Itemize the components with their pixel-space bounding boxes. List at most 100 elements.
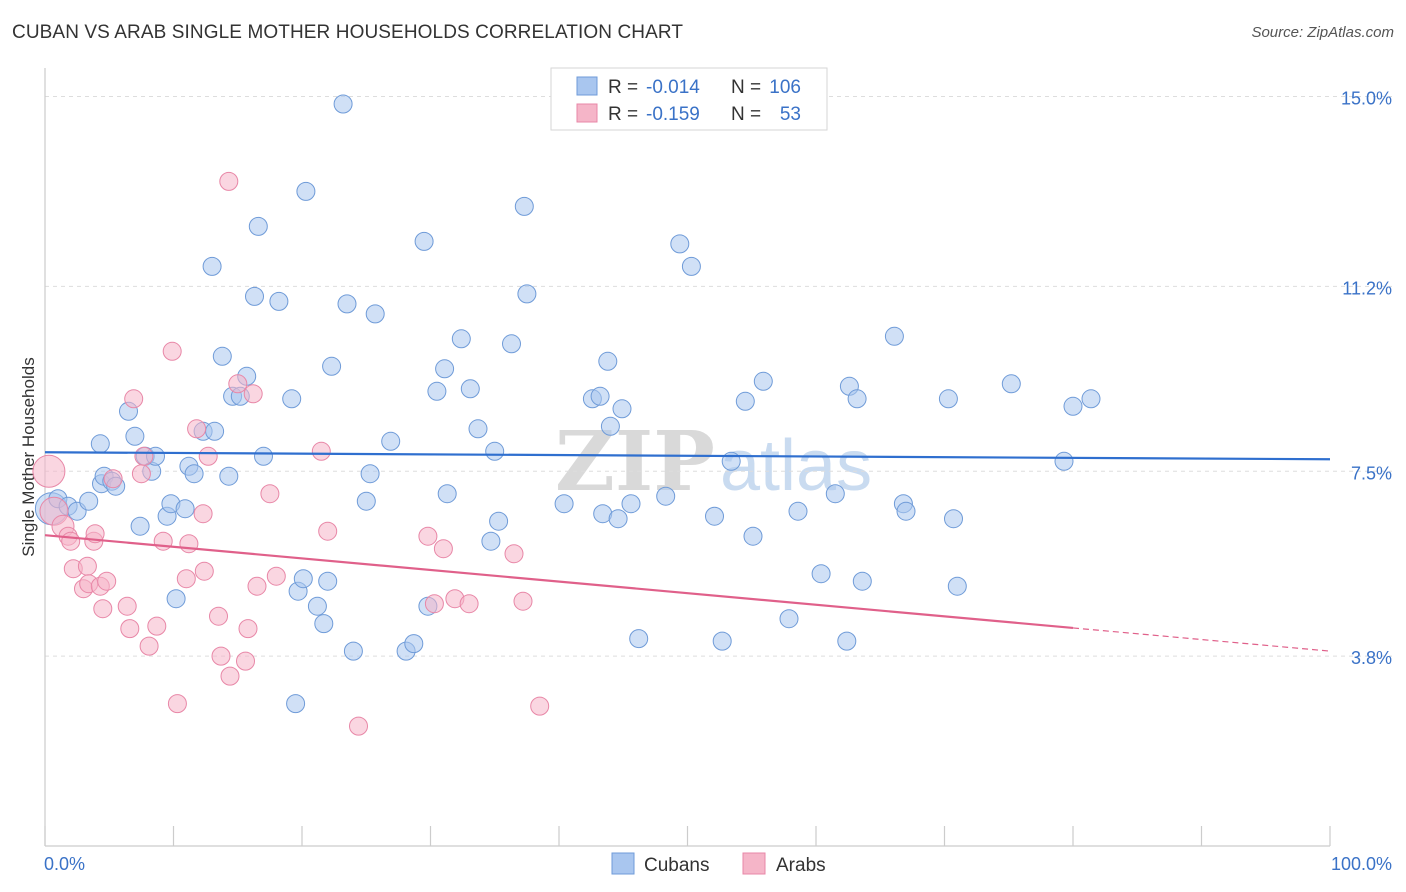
point-cubans [219,466,239,486]
point-cubans [314,614,334,634]
point-cubans [322,356,342,376]
trend-line-extension-arabs [1072,627,1331,652]
point-cubans [1001,374,1021,394]
point-arabs [134,446,154,466]
point-cubans [460,379,480,399]
point-arabs [187,419,207,439]
point-arabs [85,524,105,544]
point-cubans [1054,451,1074,471]
point-cubans [337,294,357,314]
point-cubans [356,491,376,511]
legend-n-value-arabs: 53 [780,104,801,125]
point-cubans [451,329,471,349]
point-arabs [139,636,159,656]
point-cubans [282,389,302,409]
point-cubans [743,526,763,546]
chart-title: CUBAN VS ARAB SINGLE MOTHER HOUSEHOLDS C… [12,22,684,43]
point-cubans [307,596,327,616]
point-cubans [489,511,509,531]
point-arabs [266,566,286,586]
point-arabs [176,569,196,589]
point-arabs [236,651,255,671]
point-arabs [167,694,187,714]
point-arabs [433,539,453,559]
point-cubans [254,446,273,466]
point-arabs [193,504,213,524]
point-arabs [238,619,258,639]
x-tick-label-max: 100.0% [1331,854,1392,874]
point-cubans [590,386,610,406]
point-arabs [311,441,331,461]
point-cubans [360,464,380,484]
point-cubans [670,234,690,254]
point-cubans [343,641,363,661]
bottom-legend-label-cubans: Cubans [644,855,710,876]
point-cubans [896,501,916,521]
point-arabs [318,521,338,541]
point-cubans [212,346,232,366]
stats-legend: R = -0.014 N = 106 R = -0.159 N = 53 [550,67,828,131]
legend-r-label-arabs: R = [608,104,638,125]
point-arabs [93,599,113,619]
point-arabs [103,469,123,489]
legend-r-value-cubans: -0.014 [646,77,700,98]
trend-line-arabs [44,534,1074,630]
point-cubans [381,431,401,451]
point-cubans [705,506,724,526]
point-arabs [247,576,267,596]
point-arabs [198,446,218,466]
watermark-zip: ZIP [555,414,715,510]
point-cubans [884,326,904,346]
point-cubans [1063,396,1083,416]
point-cubans [554,494,574,514]
y-axis-title: Single Mother Households [19,357,38,556]
legend-n-value-cubans: 106 [769,77,801,98]
point-cubans [612,399,632,419]
legend-swatch-cubans [576,76,598,96]
point-arabs [32,454,66,488]
legend-r-value-arabs: -0.159 [646,104,700,125]
legend-r-label-cubans: R = [608,77,638,98]
point-arabs [530,696,550,716]
point-cubans [514,196,534,216]
point-cubans [600,416,620,436]
point-cubans [286,694,306,714]
point-cubans [435,359,455,379]
point-cubans [437,484,457,504]
point-arabs [211,646,231,666]
point-cubans [166,589,186,609]
point-cubans [1081,389,1101,409]
bottom-legend-label-arabs: Arabs [776,855,826,876]
point-arabs [418,526,438,546]
point-arabs [228,374,248,394]
point-cubans [502,334,521,354]
point-arabs [260,484,280,504]
point-cubans [847,389,867,409]
point-cubans [811,564,831,584]
point-cubans [333,94,353,114]
point-cubans [245,286,264,306]
point-cubans [184,464,204,484]
point-arabs [220,666,240,686]
point-cubans [205,421,225,441]
point-arabs [349,716,368,736]
point-cubans [753,371,773,391]
point-cubans [365,304,385,324]
point-cubans [427,381,447,401]
point-cubans [788,501,808,521]
point-cubans [79,491,99,511]
point-cubans [938,389,958,409]
legend-swatch-arabs [576,103,598,123]
point-arabs [424,594,444,614]
point-cubans [825,484,845,504]
point-cubans [517,284,537,304]
y-tick-label: 7.5% [1351,463,1392,483]
point-cubans [202,256,222,276]
data-points [32,94,1101,736]
point-cubans [712,631,732,651]
y-tick-label: 11.2% [1342,278,1392,298]
point-cubans [269,291,289,311]
point-cubans [656,486,676,506]
point-cubans [293,569,313,589]
